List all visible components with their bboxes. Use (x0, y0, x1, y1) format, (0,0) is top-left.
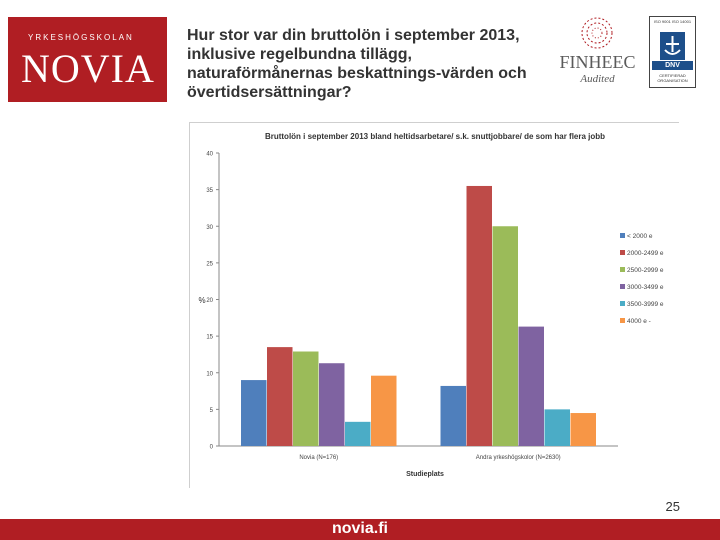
dnv-bottom-text: CERTIFIERAD ORGANISATION (657, 73, 688, 83)
dnv-ship-icon (660, 32, 685, 60)
legend-label: 4000 e - (627, 318, 651, 325)
y-tick-label: 15 (206, 335, 213, 341)
footer-link[interactable]: novia.fi (331, 520, 388, 537)
finheec-logo: FINHEEC Audited (555, 15, 640, 100)
bar-chart: Bruttolön i september 2013 bland heltids… (189, 122, 679, 488)
y-tick-label: 25 (206, 261, 213, 267)
y-tick-label: 40 (206, 152, 213, 158)
bar (518, 326, 544, 446)
x-tick-label: Novia (N=176) (299, 455, 338, 461)
y-tick-label: 30 (206, 225, 213, 231)
dnv-certification-logo: ISO 9001 ISO 14001 DNV CERTIFIERAD ORGAN… (649, 16, 696, 88)
legend-swatch (620, 267, 625, 272)
legend-swatch (620, 233, 625, 238)
legend-label: 3000-3499 e (627, 284, 664, 291)
bar (267, 347, 293, 446)
legend-swatch (620, 301, 625, 306)
logo-top-text: YRKESHÖGSKOLAN (28, 33, 134, 42)
logo-main-text: NOVIA (21, 46, 155, 91)
legend-label: 2000-2499 e (627, 250, 664, 257)
bar (371, 375, 397, 446)
x-tick-label: Andra yrkeshögskolor (N=2630) (476, 455, 561, 461)
y-tick-label: 10 (206, 371, 213, 377)
bar (293, 351, 319, 446)
y-tick-label: 5 (210, 408, 214, 414)
bar (241, 380, 267, 446)
chart-svg: Bruttolön i september 2013 bland heltids… (198, 132, 664, 478)
x-axis-label: Studieplats (406, 471, 444, 478)
finheec-emblem-icon (581, 17, 613, 49)
finheec-sublabel: Audited (580, 73, 615, 85)
finheec-label: FINHEEC (559, 52, 636, 72)
legend-label: 3500-3999 e (627, 301, 664, 308)
chart-title: Bruttolön i september 2013 bland heltids… (265, 132, 605, 141)
bar (570, 413, 596, 446)
y-tick-label: 0 (210, 445, 214, 451)
legend-label: < 2000 e (627, 233, 653, 240)
legend-label: 2500-2999 e (627, 267, 664, 274)
footer-bar (0, 519, 720, 540)
bar (440, 385, 466, 446)
legend-swatch (620, 250, 625, 255)
bar (544, 409, 570, 446)
legend-swatch (620, 318, 625, 323)
bar (319, 363, 345, 446)
slide-title: Hur stor var din bruttolön i september 2… (187, 27, 527, 101)
bar (466, 185, 492, 446)
y-tick-label: 20 (206, 298, 213, 304)
bar (345, 421, 371, 446)
y-axis-label: % (198, 296, 205, 305)
bar (492, 226, 518, 446)
novia-logo: YRKESHÖGSKOLAN NOVIA (8, 17, 167, 102)
dnv-top-text: ISO 9001 ISO 14001 (653, 19, 692, 24)
page-number: 25 (665, 499, 680, 514)
legend-swatch (620, 284, 625, 289)
y-tick-label: 35 (206, 188, 213, 194)
dnv-name-text: DNV (652, 61, 693, 70)
